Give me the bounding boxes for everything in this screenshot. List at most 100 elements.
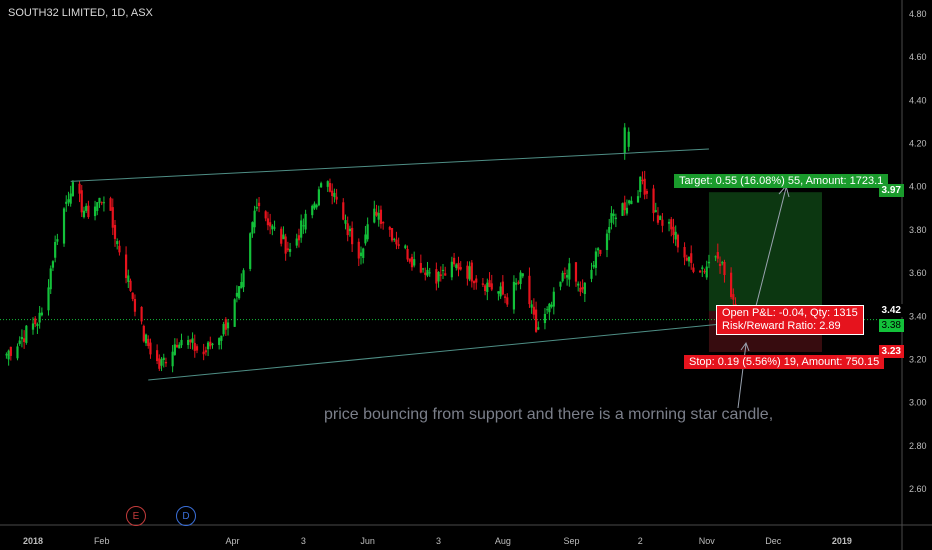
candle-body [628,200,631,204]
candle-body [140,306,143,322]
candle-body [131,292,134,299]
candle-body [111,207,114,228]
candle-body [242,270,245,288]
candle-body [47,287,50,311]
candle-body [590,269,593,279]
candle-body [54,241,57,258]
candle-body [413,259,416,266]
candle-body [209,341,212,347]
candle-body [390,228,394,241]
candle-body [218,338,221,345]
candle-body [470,262,473,282]
candle-body [313,203,316,209]
candle-body [173,344,176,355]
y-tick-label: 4.00 [909,182,927,192]
stop-label: Stop: 0.19 (5.56%) 19, Amount: 750.15 [684,355,885,369]
candle-body [661,219,664,226]
candle-body [426,269,429,276]
channel-upper-line [70,148,709,182]
candle-body [692,267,695,272]
y-tick-label: 4.40 [909,95,927,105]
x-tick-label: 3 [301,536,306,546]
candle-body [382,222,385,224]
candle-body [255,206,258,209]
candle-body [506,297,509,305]
candle-body [718,263,722,267]
candle-body [687,256,691,262]
candle-body [180,339,183,346]
candle-body [577,283,580,286]
dividend-event-badge[interactable]: D [176,506,196,526]
candle-body [7,350,10,360]
candle-body [550,304,553,307]
candle-body [501,281,504,295]
candle-body [592,264,595,267]
candle-body [568,263,571,280]
candle-body [133,299,137,312]
candle-body [116,241,119,245]
candle-body [191,338,194,343]
candle-body [193,342,196,351]
candle-body [288,249,292,252]
candle-body [240,281,243,289]
candle-body [716,252,719,259]
candle-body [144,334,148,344]
candle-body [257,202,261,207]
candle-body [421,268,425,270]
bounce-arrow [737,343,747,409]
candle-body [515,282,518,285]
candle-body [249,233,252,269]
candle-body [328,183,332,192]
candle-body [304,213,307,230]
earnings-event-badge[interactable]: E [126,506,146,526]
candle-body [326,181,329,187]
candle-body [548,303,551,313]
candle-body [269,222,272,227]
candle-body [435,269,438,284]
candle-body [331,190,334,197]
candle-body [366,224,369,240]
candle-body [404,245,407,249]
candle-body [457,262,460,270]
candle-body [113,224,117,239]
candle-body [701,267,704,269]
candle-body [579,287,582,292]
candle-body [98,197,101,203]
candle-body [599,249,602,254]
candle-body [685,257,688,261]
target-zone [708,192,822,311]
candle-body [534,309,538,332]
candle-body [670,219,673,230]
annotation-text: price bouncing from support and there is… [324,406,774,423]
candle-body [408,258,411,262]
candle-body [238,286,241,299]
entry-price-tag: 3.42 [878,304,904,317]
candle-body [38,312,41,323]
candle-body [357,241,360,259]
candle-body [31,323,35,330]
candle-body [40,312,43,316]
candle-body [253,210,256,228]
candle-body [282,234,285,240]
candle-body [552,291,555,307]
candle-body [373,208,376,223]
candle-body [559,281,562,287]
candle-body [455,264,458,268]
candle-body [517,282,520,284]
candle-body [732,294,735,300]
candle-body [466,265,469,279]
candle-body [472,281,476,284]
candle-body [271,225,274,230]
candle-body [266,218,270,226]
candle-body [503,296,507,298]
candle-body [235,292,238,297]
candle-body [656,215,660,223]
y-tick-label: 3.00 [909,398,927,408]
candle-body [690,253,693,263]
candle-body [581,286,584,290]
candle-body [452,257,456,265]
candle-body [220,335,223,341]
candle-body [351,227,354,245]
target-label: Target: 0.55 (16.08%) 55, Amount: 1723.1 [674,174,889,188]
